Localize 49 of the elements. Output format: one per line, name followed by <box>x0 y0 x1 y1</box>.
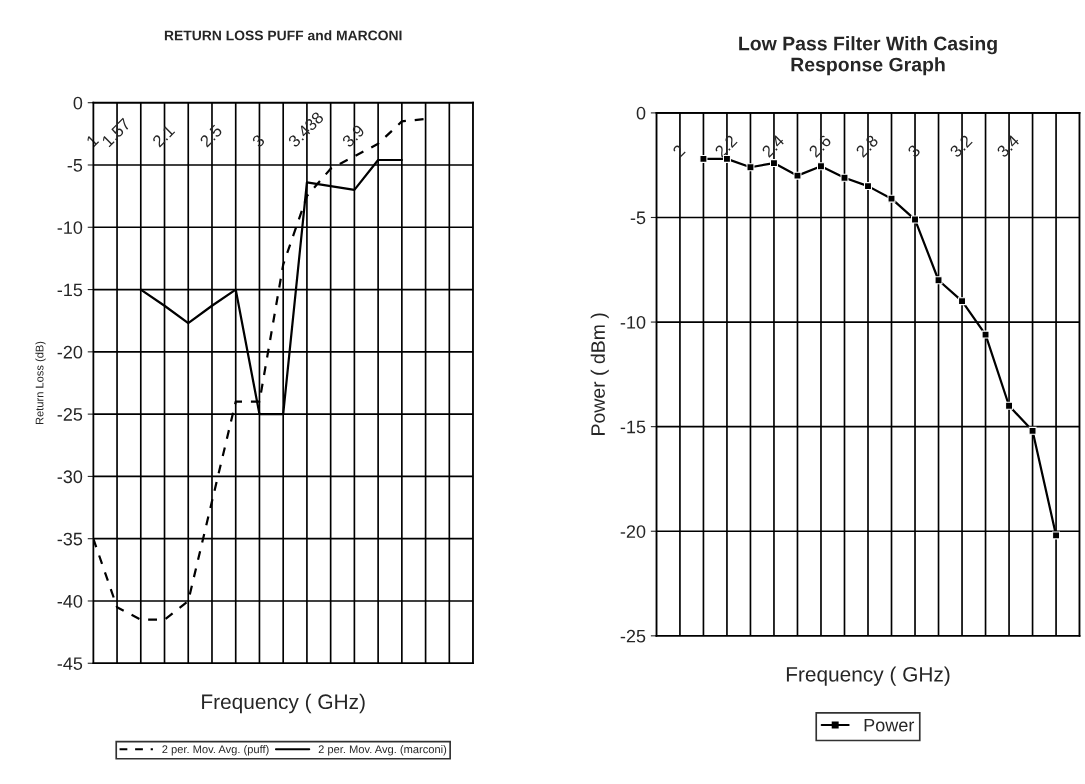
x-tick-label: 3.9 <box>341 124 366 148</box>
point <box>958 297 967 306</box>
point <box>793 171 802 180</box>
y-tick-label: 0 <box>73 96 83 110</box>
point <box>864 182 872 191</box>
y-tick-label: -40 <box>57 594 83 608</box>
point <box>1005 401 1014 410</box>
point <box>699 154 708 163</box>
y-tick-label: -20 <box>57 345 83 359</box>
x-tick-label: 3.4 <box>996 134 1021 159</box>
y-tick-label: -25 <box>57 408 83 421</box>
point <box>934 276 943 285</box>
y-tick-label: -25 <box>620 629 646 643</box>
point <box>816 162 825 171</box>
x-tick-label: 3.2 <box>949 134 973 159</box>
y-tick-label: -5 <box>67 159 83 172</box>
point <box>746 163 755 172</box>
x-axis-title: Frequency ( GHz) <box>786 666 950 686</box>
point <box>911 215 920 224</box>
y-tick-label: 0 <box>636 106 646 120</box>
point <box>1052 531 1061 540</box>
x-tick-label: 2.8 <box>855 134 879 158</box>
x-tick-label: 2 <box>672 144 686 158</box>
legend-label: 2 per. Mov. Avg. (marconi) <box>318 745 447 756</box>
y-tick-label: -45 <box>57 657 83 670</box>
x-tick-label: 2.1 <box>151 124 176 148</box>
y-tick-label: -20 <box>620 525 646 538</box>
y-tick-label: -10 <box>57 221 83 234</box>
y-tick-label: -30 <box>57 470 83 484</box>
point <box>981 330 990 339</box>
y-tick-label: -10 <box>620 316 646 329</box>
legend-label: 2 per. Mov. Avg. (puff) <box>162 745 269 756</box>
y-tick-label: -35 <box>57 532 83 546</box>
point <box>887 194 896 203</box>
point <box>840 173 849 182</box>
chart-title: RETURN LOSS PUFF and MARCONI <box>164 30 402 41</box>
y-axis-title: Return Loss (dB) <box>35 341 46 425</box>
y-axis-title: Power ( dBm ) <box>590 313 609 435</box>
y-tick-label: -15 <box>57 283 83 297</box>
x-tick-label: 3 <box>251 133 266 148</box>
point <box>1028 426 1037 435</box>
legend-label: Power <box>864 718 915 732</box>
point <box>769 159 778 168</box>
x-axis-title: Frequency ( GHz) <box>202 693 365 714</box>
x-tick-label: 2.4 <box>761 134 785 158</box>
y-tick-label: -5 <box>630 211 646 225</box>
chart-title: Low Pass Filter With Casing Response Graph <box>739 36 997 76</box>
y-tick-label: -15 <box>620 420 646 434</box>
x-tick-label: 2.2 <box>714 134 738 158</box>
